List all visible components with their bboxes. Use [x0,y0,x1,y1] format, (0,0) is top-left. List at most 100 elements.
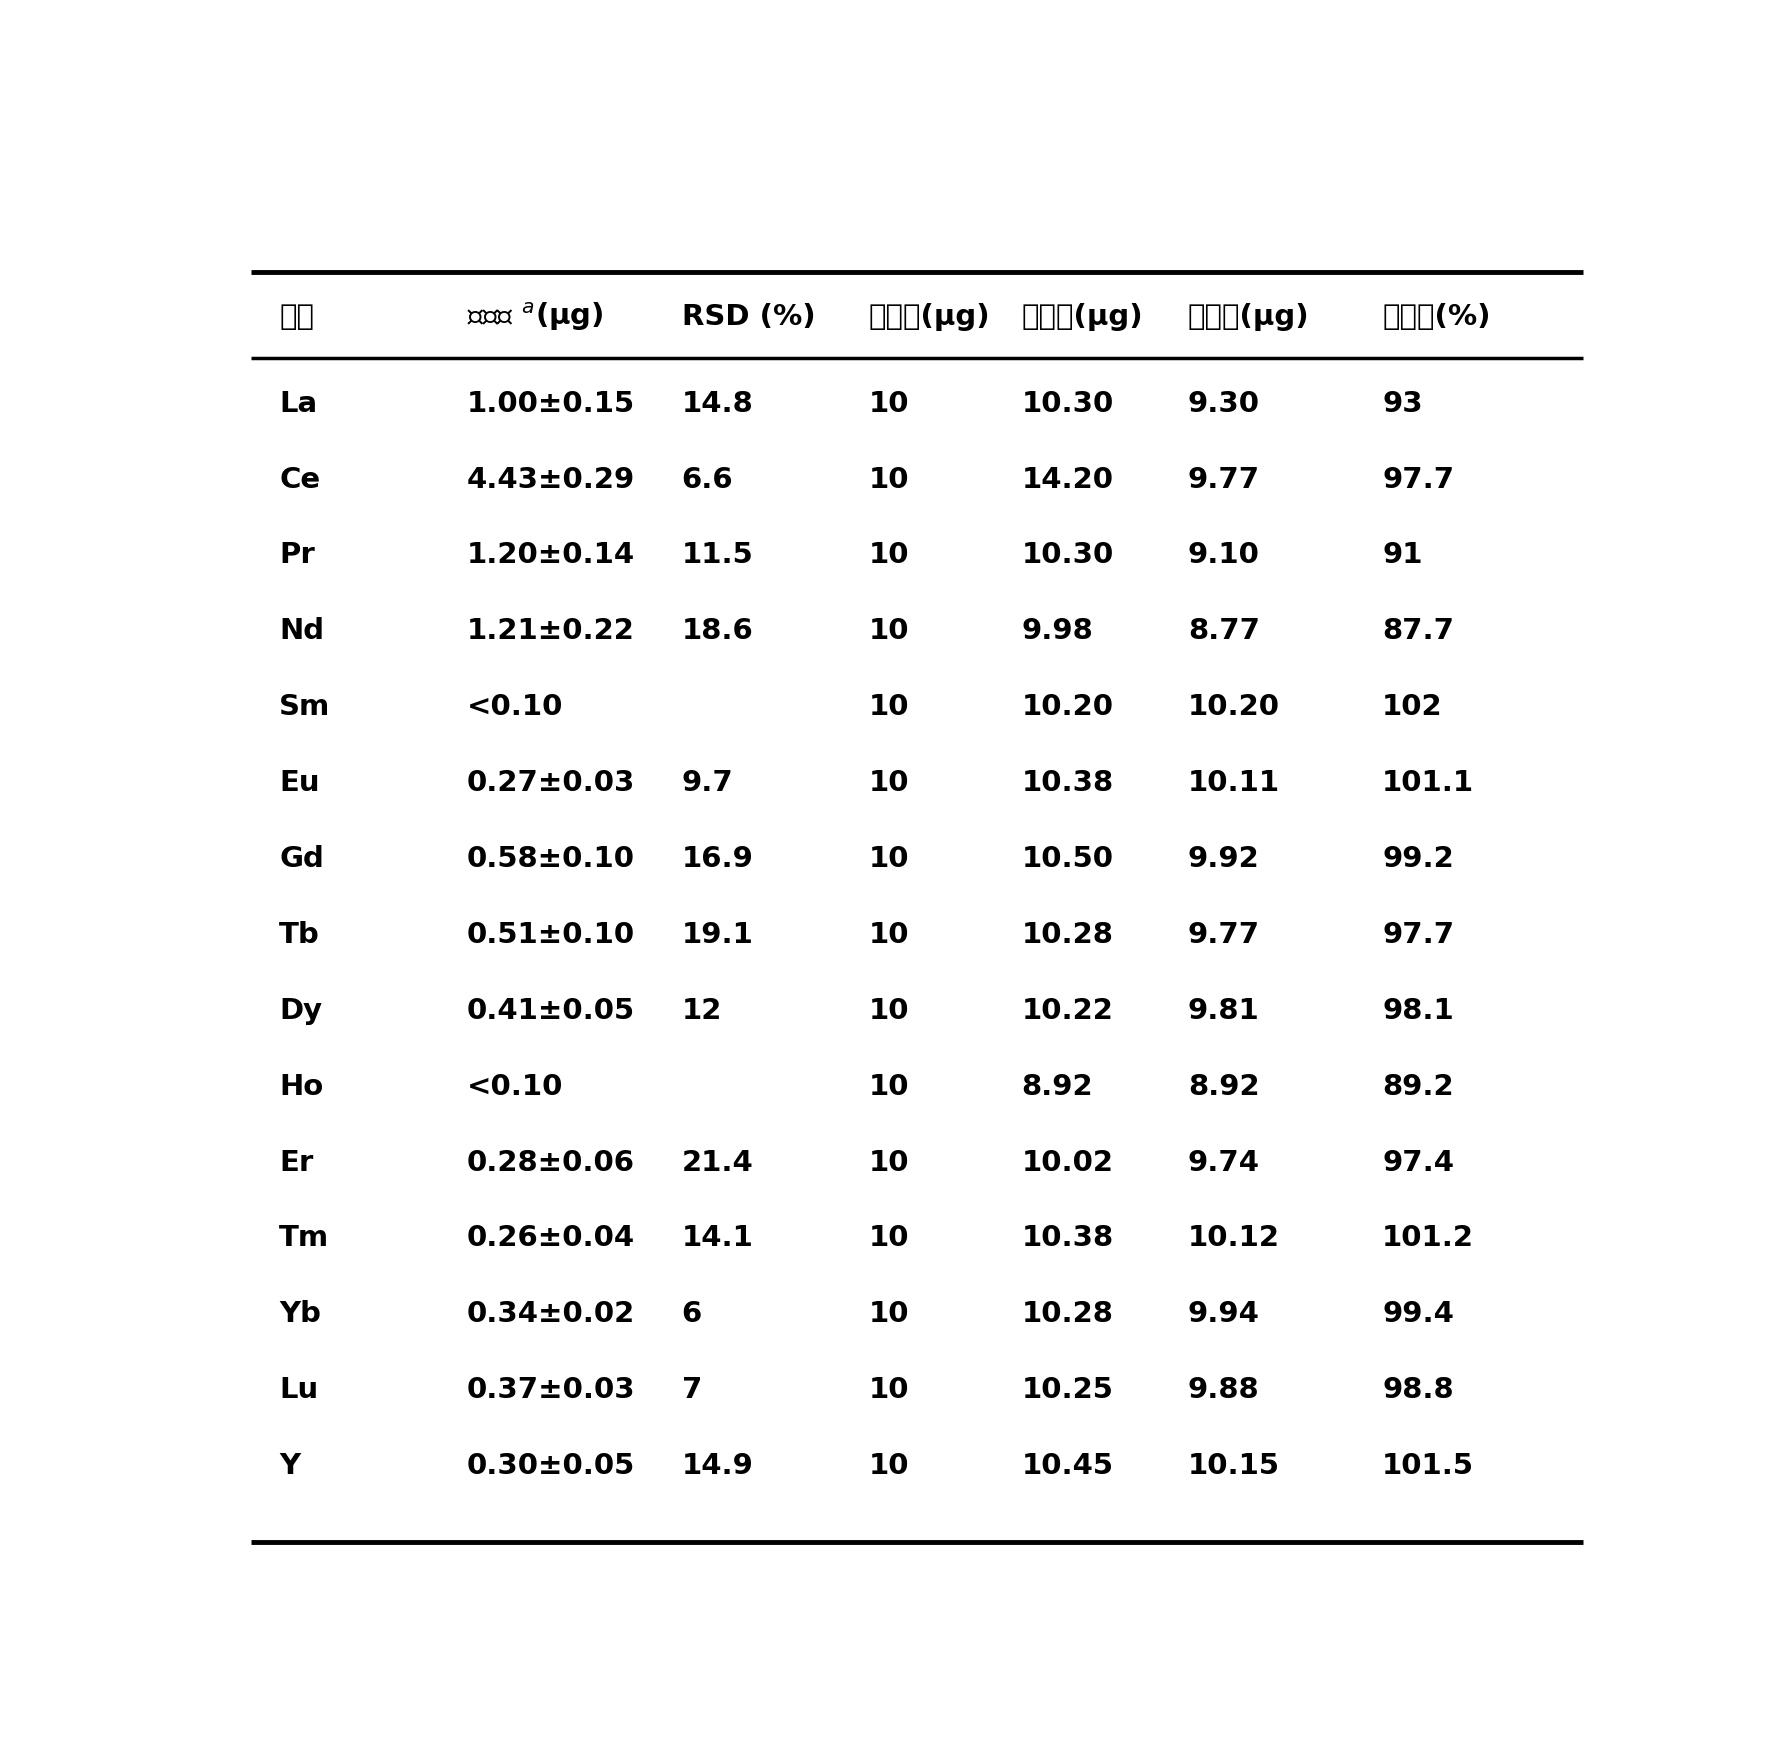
Text: 1.00±0.15: 1.00±0.15 [467,389,635,417]
Text: Nd: Nd [279,618,324,646]
Text: 10: 10 [868,996,909,1024]
Text: 9.94: 9.94 [1188,1301,1259,1329]
Text: 89.2: 89.2 [1381,1072,1453,1100]
Text: Ho: Ho [279,1072,324,1100]
Text: 9.77: 9.77 [1188,466,1259,493]
Text: 19.1: 19.1 [682,920,753,949]
Text: 6.6: 6.6 [682,466,733,493]
Text: 10: 10 [868,389,909,417]
Text: RSD (%): RSD (%) [682,303,814,331]
Text: Eu: Eu [279,769,320,797]
Text: 0.37±0.03: 0.37±0.03 [467,1376,635,1404]
Text: 9.98: 9.98 [1022,618,1093,646]
Text: 101.1: 101.1 [1381,769,1474,797]
Text: 9.81: 9.81 [1188,996,1259,1024]
Text: 93: 93 [1381,389,1422,417]
Text: Er: Er [279,1149,313,1176]
Text: 10: 10 [868,1225,909,1253]
Text: Y: Y [279,1452,301,1480]
Text: 97.4: 97.4 [1381,1149,1453,1176]
Text: 10.50: 10.50 [1022,845,1113,873]
Text: La: La [279,389,317,417]
Text: 10.38: 10.38 [1022,1225,1113,1253]
Text: 10.30: 10.30 [1022,389,1113,417]
Text: 10.20: 10.20 [1022,693,1113,722]
Text: 14.8: 14.8 [682,389,753,417]
Text: 9.10: 9.10 [1188,542,1259,570]
Text: 9.74: 9.74 [1188,1149,1259,1176]
Text: 97.7: 97.7 [1381,466,1453,493]
Text: 9.77: 9.77 [1188,920,1259,949]
Text: 10: 10 [868,769,909,797]
Text: 10.11: 10.11 [1188,769,1279,797]
Text: 11.5: 11.5 [682,542,753,570]
Text: 10.22: 10.22 [1022,996,1113,1024]
Text: 98.1: 98.1 [1381,996,1453,1024]
Text: Yb: Yb [279,1301,320,1329]
Text: 14.20: 14.20 [1022,466,1113,493]
Text: 10.28: 10.28 [1022,920,1113,949]
Text: 8.77: 8.77 [1188,618,1259,646]
Text: 101.5: 101.5 [1381,1452,1474,1480]
Text: 9.30: 9.30 [1188,389,1259,417]
Text: 9.92: 9.92 [1188,845,1259,873]
Text: 8.92: 8.92 [1022,1072,1093,1100]
Text: 0.34±0.02: 0.34±0.02 [467,1301,635,1329]
Text: 91: 91 [1381,542,1422,570]
Text: 98.8: 98.8 [1381,1376,1453,1404]
Text: 14.1: 14.1 [682,1225,753,1253]
Text: 0.26±0.04: 0.26±0.04 [467,1225,635,1253]
Text: 7: 7 [682,1376,701,1404]
Text: Tm: Tm [279,1225,329,1253]
Text: 6: 6 [682,1301,701,1329]
Text: 99.4: 99.4 [1381,1301,1453,1329]
Text: 18.6: 18.6 [682,618,753,646]
Text: 10.02: 10.02 [1022,1149,1113,1176]
Text: 10: 10 [868,542,909,570]
Text: Sm: Sm [279,693,331,722]
Text: 10.28: 10.28 [1022,1301,1113,1329]
Text: 9.7: 9.7 [682,769,733,797]
Text: 8.92: 8.92 [1188,1072,1259,1100]
Text: 0.27±0.03: 0.27±0.03 [467,769,635,797]
Text: 加入量(μg): 加入量(μg) [868,303,989,331]
Text: 10.38: 10.38 [1022,769,1113,797]
Text: Gd: Gd [279,845,324,873]
Text: 10: 10 [868,1301,909,1329]
Text: 0.30±0.05: 0.30±0.05 [467,1452,635,1480]
Text: 1.21±0.22: 1.21±0.22 [467,618,633,646]
Text: 10: 10 [868,1452,909,1480]
Text: 4.43±0.29: 4.43±0.29 [467,466,635,493]
Text: 10.45: 10.45 [1022,1452,1113,1480]
Text: 10: 10 [868,1072,909,1100]
Text: 测得量(μg): 测得量(μg) [1022,303,1143,331]
Text: Dy: Dy [279,996,322,1024]
Text: 回收率(%): 回收率(%) [1381,303,1490,331]
Text: <0.10: <0.10 [467,1072,562,1100]
Text: 99.2: 99.2 [1381,845,1453,873]
Text: 10: 10 [868,693,909,722]
Text: 10.20: 10.20 [1188,693,1279,722]
Text: Lu: Lu [279,1376,318,1404]
Text: 0.41±0.05: 0.41±0.05 [467,996,635,1024]
Text: 12: 12 [682,996,721,1024]
Text: 10: 10 [868,920,909,949]
Text: 101.2: 101.2 [1381,1225,1474,1253]
Text: <0.10: <0.10 [467,693,562,722]
Text: 10.15: 10.15 [1188,1452,1279,1480]
Text: 87.7: 87.7 [1381,618,1453,646]
Text: 97.7: 97.7 [1381,920,1453,949]
Text: 10: 10 [868,618,909,646]
Text: 10: 10 [868,1376,909,1404]
Text: 0.28±0.06: 0.28±0.06 [467,1149,633,1176]
Text: 9.88: 9.88 [1188,1376,1259,1404]
Text: 10.25: 10.25 [1022,1376,1113,1404]
Text: 0.58±0.10: 0.58±0.10 [467,845,633,873]
Text: Ce: Ce [279,466,320,493]
Text: 102: 102 [1381,693,1442,722]
Text: 14.9: 14.9 [682,1452,753,1480]
Text: 16.9: 16.9 [682,845,753,873]
Text: 21.4: 21.4 [682,1149,753,1176]
Text: 10.30: 10.30 [1022,542,1113,570]
Text: Tb: Tb [279,920,320,949]
